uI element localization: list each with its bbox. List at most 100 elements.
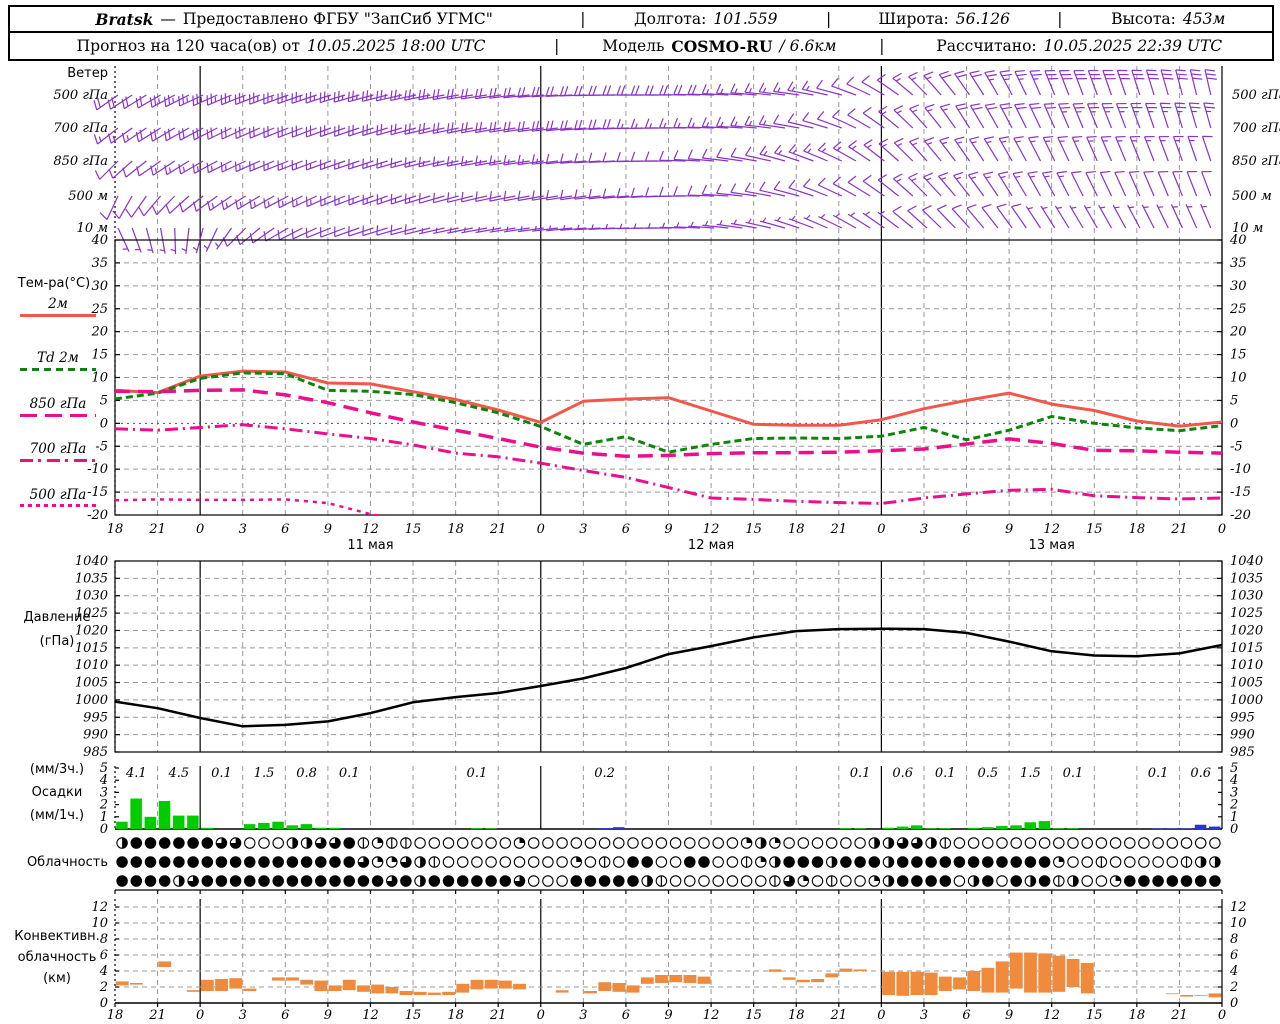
cloud-okta-circle <box>527 856 540 868</box>
wind-barb <box>475 226 502 234</box>
wind-barb <box>659 118 686 129</box>
wind-barb <box>121 127 147 144</box>
wind-barb <box>234 92 261 106</box>
cloud-okta-circle <box>783 856 795 868</box>
hour-label-top-axis: 18 <box>447 522 464 537</box>
wind-barbs-row-l700 <box>93 102 1215 145</box>
cloud-okta-circle <box>698 856 710 868</box>
convective-cloud-bar <box>1166 993 1179 995</box>
cloud-okta-circle <box>229 875 242 887</box>
cloud-okta-circle <box>669 875 682 887</box>
cloud-okta-circle <box>556 875 568 887</box>
legend-line-sample-4 <box>20 459 96 462</box>
temp-tick-left: 5 <box>100 393 108 408</box>
rain-bar <box>329 827 341 829</box>
wind-barb <box>846 76 871 96</box>
altitude-value: 453м <box>1182 10 1226 28</box>
pressure-tick-left: 1030 <box>75 589 108 604</box>
header: Bratsk — Предоставлено ФГБУ "ЗапСиб УГМС… <box>8 5 1274 61</box>
cloud-okta-circle <box>1024 837 1037 849</box>
wind-barb <box>517 226 544 233</box>
wind-barb <box>969 70 985 96</box>
wind-barb <box>788 143 814 162</box>
cloud-okta-circle <box>201 837 214 849</box>
hour-label-bottom-axis: 18 <box>1129 1008 1146 1023</box>
wind-barb <box>1128 170 1141 197</box>
wind-barb <box>236 227 261 246</box>
temp-series-0 <box>115 369 1222 428</box>
convective-label-3: (км) <box>43 971 71 986</box>
wind-barb <box>333 90 360 103</box>
rain-bar <box>485 828 497 829</box>
wind-barb <box>730 83 757 96</box>
hour-label-bottom-axis: 3 <box>579 1008 587 1023</box>
cloud-okta-wedge <box>178 875 185 887</box>
convective-tick-left: 8 <box>100 932 108 947</box>
station-name: Bratsk <box>95 9 154 29</box>
wind-barb <box>461 191 488 203</box>
wind-barb <box>348 159 374 170</box>
temp-tick-left: -20 <box>87 508 108 523</box>
legend-label-5: 500 гПа <box>29 487 87 503</box>
wind-barb <box>192 160 218 174</box>
hour-label-top-axis: 9 <box>324 522 332 537</box>
rain-bar <box>314 827 327 829</box>
convective-cloud-bar <box>229 978 243 989</box>
cloud-okta-circle <box>669 856 682 868</box>
hour-label-bottom-axis: 18 <box>788 1008 805 1023</box>
hour-label-bottom-axis: 18 <box>107 1008 124 1023</box>
convective-cloud-bar <box>995 961 1009 993</box>
wind-barb <box>319 159 346 171</box>
wind-barb <box>1083 205 1098 229</box>
cloud-okta-circle <box>1067 856 1079 868</box>
pressure-tick-right: 1000 <box>1230 693 1263 708</box>
convective-tick-right: 8 <box>1230 932 1238 947</box>
temp-tick-right: 20 <box>1229 325 1247 340</box>
wind-barb <box>503 87 530 99</box>
wind-level-label-left: 500 м <box>68 189 108 204</box>
pressure-tick-right: 1015 <box>1230 641 1263 656</box>
wind-barb <box>320 195 346 207</box>
snow-bar <box>1180 828 1193 829</box>
snow-bar <box>1194 824 1207 829</box>
cloud-okta-circle <box>641 856 653 868</box>
wind-barb <box>673 150 700 162</box>
calc-time: 10.05.2025 22:39 UTC <box>1043 37 1223 55</box>
cloud-okta-circle <box>655 837 668 849</box>
wind-barb <box>644 151 672 162</box>
wind-barb <box>688 221 715 229</box>
cloud-okta-circle <box>471 837 483 849</box>
model-name: COSMO-RU <box>671 36 773 56</box>
wind-barb <box>1114 170 1127 197</box>
hour-label-bottom-axis: 21 <box>489 1008 507 1023</box>
cloud-okta-circle <box>613 837 625 849</box>
wind-barb <box>1098 205 1112 229</box>
wind-barb <box>135 94 161 109</box>
wind-barb <box>263 227 289 242</box>
convective-cloud-bar <box>328 985 342 991</box>
temp-tick-left: -15 <box>87 485 108 500</box>
model-resolution: / 6.6км <box>779 37 837 55</box>
convective-cloud-bar <box>300 979 314 985</box>
precip-label-mm3h: (мм/3ч.) <box>29 762 85 777</box>
wind-barb <box>730 116 757 129</box>
hour-label-top-axis: 12 <box>362 522 379 537</box>
convective-tick-left: 12 <box>91 900 108 915</box>
cloud-okta-wedge <box>329 837 341 849</box>
cloud-okta-wedge <box>774 856 781 868</box>
cloud-okta-circle <box>840 837 852 849</box>
cloud-okta-circle <box>315 856 327 868</box>
rain-bar <box>910 825 923 829</box>
cloud-okta-circle <box>1095 837 1108 849</box>
cloud-okta-circle <box>258 856 270 868</box>
wind-barb <box>574 224 601 231</box>
wind-barb <box>206 93 232 106</box>
cloud-okta-circle <box>244 875 256 887</box>
wind-barb <box>446 192 473 203</box>
precip-tick-left: 4 <box>99 773 108 788</box>
wind-barb <box>847 108 871 129</box>
convective-tick-right: 2 <box>1229 980 1238 995</box>
wind-barb <box>446 156 473 167</box>
cloud-okta-circle <box>698 875 710 887</box>
